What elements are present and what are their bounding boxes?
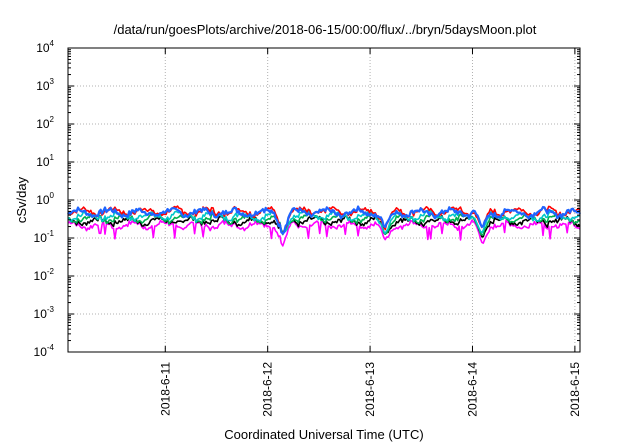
x-tick-label: 2018-6-15 — [568, 362, 582, 417]
y-tick-label: 102 — [36, 115, 54, 131]
x-tick-label: 2018-6-11 — [158, 362, 172, 416]
y-tick-label: 104 — [36, 39, 54, 55]
y-axis-label: cSv/day — [14, 176, 29, 223]
y-tick-label: 103 — [36, 77, 54, 93]
series-line — [67, 205, 581, 235]
y-tick-label: 10-4 — [34, 343, 55, 359]
x-tick-label: 2018-6-14 — [465, 362, 479, 417]
x-tick-label: 2018-6-12 — [261, 362, 275, 417]
x-tick-label: 2018-6-13 — [363, 362, 377, 417]
data-series — [67, 205, 581, 247]
y-tick-label: 100 — [36, 191, 54, 207]
chart-title: /data/run/goesPlots/archive/2018-06-15/0… — [114, 22, 537, 37]
y-tick-label: 10-2 — [34, 267, 55, 283]
grid-lines — [68, 48, 580, 352]
y-tick-label: 101 — [36, 153, 54, 169]
series-line — [67, 214, 581, 238]
y-tick-label: 10-3 — [34, 305, 55, 321]
y-axis-ticks: 104 103 102 101 100 10-1 10-2 10-3 10-4 — [34, 39, 580, 359]
x-axis-ticks: 2018-6-11 2018-6-12 2018-6-13 2018-6-14 2018… — [158, 48, 582, 417]
x-axis-label: Coordinated Universal Time (UTC) — [224, 427, 423, 442]
y-tick-label: 10-1 — [34, 229, 55, 245]
